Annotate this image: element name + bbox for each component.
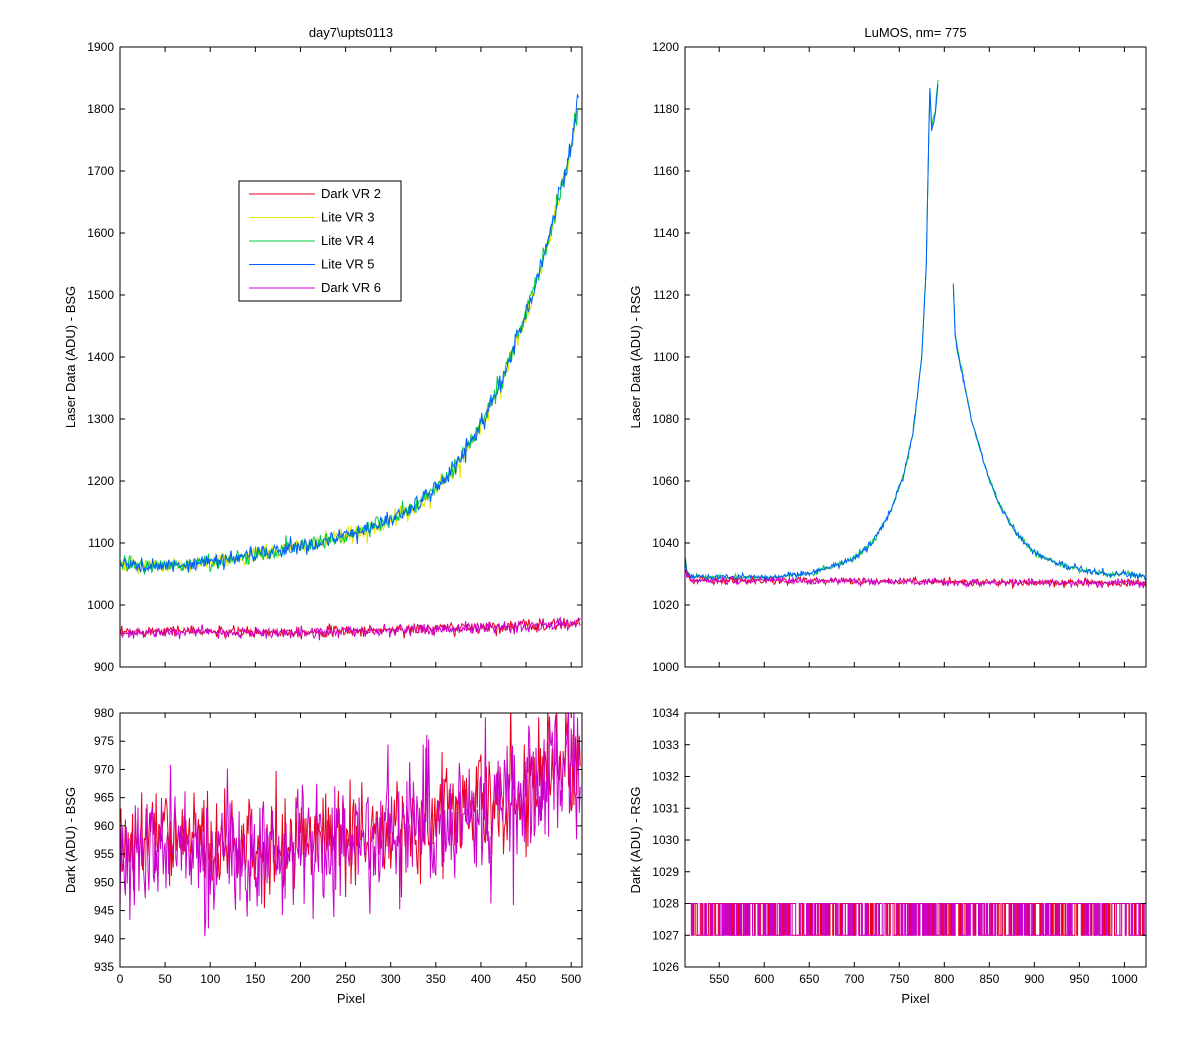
y-tick-label: 935 bbox=[94, 960, 114, 974]
legend-entry: Dark VR 6 bbox=[321, 280, 381, 295]
series-line-dark-vr-6 bbox=[120, 616, 581, 641]
axes-frame bbox=[119, 712, 583, 968]
dark-bsg-chart: 0 50 100 150 200 250 300 350 400 450 500 935 940 945 9… bbox=[63, 706, 583, 1006]
laser-rsg-chart: 1000 1020 1040 1060 1080 1100 1120 1140 1160 1180… bbox=[628, 25, 1147, 674]
y-tick-label: 1300 bbox=[87, 412, 114, 426]
y-tick-label: 1029 bbox=[652, 865, 679, 879]
x-tick-label: 250 bbox=[336, 972, 356, 986]
plot-area bbox=[685, 47, 1146, 667]
legend-entry: Dark VR 2 bbox=[321, 186, 381, 201]
y-tick-label: 1032 bbox=[652, 770, 679, 784]
series-line-dark-vr-6 bbox=[685, 903, 1146, 936]
y-tick-label: 1200 bbox=[87, 474, 114, 488]
series-line-lite-vr-5 bbox=[120, 94, 579, 573]
series-line-lite-vr-5 bbox=[952, 285, 1146, 581]
x-tick-label: 600 bbox=[754, 972, 774, 986]
y-tick-label: 1400 bbox=[87, 350, 114, 364]
y-tick-label: 1100 bbox=[88, 536, 114, 550]
legend-entry: Lite VR 5 bbox=[321, 257, 374, 272]
y-axis-label: Dark (ADU) - BSG bbox=[63, 787, 78, 893]
series-line-lite-vr-5 bbox=[685, 84, 939, 582]
legend-entry: Lite VR 3 bbox=[321, 210, 374, 225]
y-tick-label: 1020 bbox=[652, 598, 679, 612]
series-line-dark-vr-6 bbox=[120, 713, 581, 937]
x-tick-label: 650 bbox=[799, 972, 819, 986]
x-tick-label: 1000 bbox=[1111, 972, 1138, 986]
y-axis-label: Laser Data (ADU) - BSG bbox=[63, 286, 78, 428]
x-tick-label: 50 bbox=[158, 972, 172, 986]
x-tick-label: 700 bbox=[844, 972, 864, 986]
y-tick-label: 900 bbox=[94, 660, 114, 674]
y-tick-label: 1160 bbox=[653, 164, 679, 178]
y-tick-label: 955 bbox=[94, 847, 114, 861]
y-tick-label: 965 bbox=[94, 791, 114, 805]
x-tick-label: 150 bbox=[245, 972, 265, 986]
y-tick-label: 1000 bbox=[652, 660, 679, 674]
x-tick-label: 300 bbox=[381, 972, 401, 986]
y-tick-label: 1026 bbox=[652, 960, 679, 974]
y-tick-label: 1033 bbox=[652, 738, 679, 752]
legend-entry: Lite VR 4 bbox=[321, 233, 374, 248]
y-tick-label: 1060 bbox=[652, 474, 679, 488]
x-tick-label: 500 bbox=[561, 972, 581, 986]
series-group bbox=[685, 903, 1146, 936]
y-tick-label: 1034 bbox=[652, 706, 679, 720]
y-tick-label: 1900 bbox=[87, 40, 114, 54]
series-group bbox=[685, 79, 1146, 590]
y-tick-label: 945 bbox=[94, 904, 114, 918]
y-tick-label: 1800 bbox=[87, 102, 114, 116]
chart-title: day7\upts0113 bbox=[309, 25, 393, 40]
laser-bsg-chart: 900 1000 1100 1200 1300 1400 1500 1600 1700 1800 1… bbox=[63, 25, 583, 674]
y-tick-label: 1180 bbox=[653, 102, 679, 116]
y-tick-label: 1700 bbox=[87, 164, 114, 178]
x-tick-label: 0 bbox=[117, 972, 124, 986]
y-axis-label: Laser Data (ADU) - RSG bbox=[628, 285, 643, 428]
y-tick-label: 970 bbox=[94, 762, 114, 776]
series-line-dark-vr-6 bbox=[685, 569, 1146, 589]
y-tick-label: 975 bbox=[94, 734, 114, 748]
x-tick-label: 400 bbox=[471, 972, 491, 986]
y-tick-label: 1500 bbox=[87, 288, 114, 302]
y-axis-label: Dark (ADU) - RSG bbox=[628, 787, 643, 894]
y-tick-label: 1030 bbox=[652, 833, 679, 847]
chart-title: LuMOS, nm= 775 bbox=[864, 25, 966, 40]
dark-rsg-chart: 550 600 650 700 750 800 850 900 950 1000 1026 1027 1… bbox=[628, 706, 1147, 1006]
x-tick-label: 850 bbox=[979, 972, 999, 986]
x-tick-label: 200 bbox=[290, 972, 310, 986]
y-tick-label: 1031 bbox=[652, 801, 679, 815]
series-group bbox=[120, 94, 581, 641]
y-tick-label: 940 bbox=[94, 932, 114, 946]
y-tick-label: 960 bbox=[94, 819, 114, 833]
x-tick-label: 450 bbox=[516, 972, 536, 986]
series-group bbox=[120, 713, 581, 937]
y-tick-label: 1040 bbox=[652, 536, 679, 550]
x-axis-label: Pixel bbox=[337, 991, 365, 1006]
x-tick-label: 750 bbox=[889, 972, 909, 986]
x-tick-label: 950 bbox=[1069, 972, 1089, 986]
y-tick-label: 1120 bbox=[653, 288, 679, 302]
x-tick-label: 800 bbox=[934, 972, 954, 986]
x-tick-label: 100 bbox=[200, 972, 220, 986]
y-tick-label: 950 bbox=[94, 875, 114, 889]
y-tick-label: 1027 bbox=[652, 928, 679, 942]
x-tick-label: 350 bbox=[426, 972, 446, 986]
y-tick-label: 1080 bbox=[652, 412, 679, 426]
legend: Dark VR 2 Lite VR 3 Lite VR 4 Lite VR 5 Dark… bbox=[238, 180, 402, 302]
plot-area bbox=[120, 47, 582, 667]
y-tick-label: 1100 bbox=[653, 350, 679, 364]
y-tick-label: 1028 bbox=[652, 897, 679, 911]
y-tick-label: 1600 bbox=[87, 226, 114, 240]
x-tick-label: 900 bbox=[1024, 972, 1044, 986]
y-tick-label: 1200 bbox=[652, 40, 679, 54]
x-axis-label: Pixel bbox=[901, 991, 929, 1006]
x-tick-label: 550 bbox=[709, 972, 729, 986]
y-tick-label: 1000 bbox=[87, 598, 114, 612]
y-tick-label: 980 bbox=[94, 706, 114, 720]
y-tick-label: 1140 bbox=[653, 226, 679, 240]
